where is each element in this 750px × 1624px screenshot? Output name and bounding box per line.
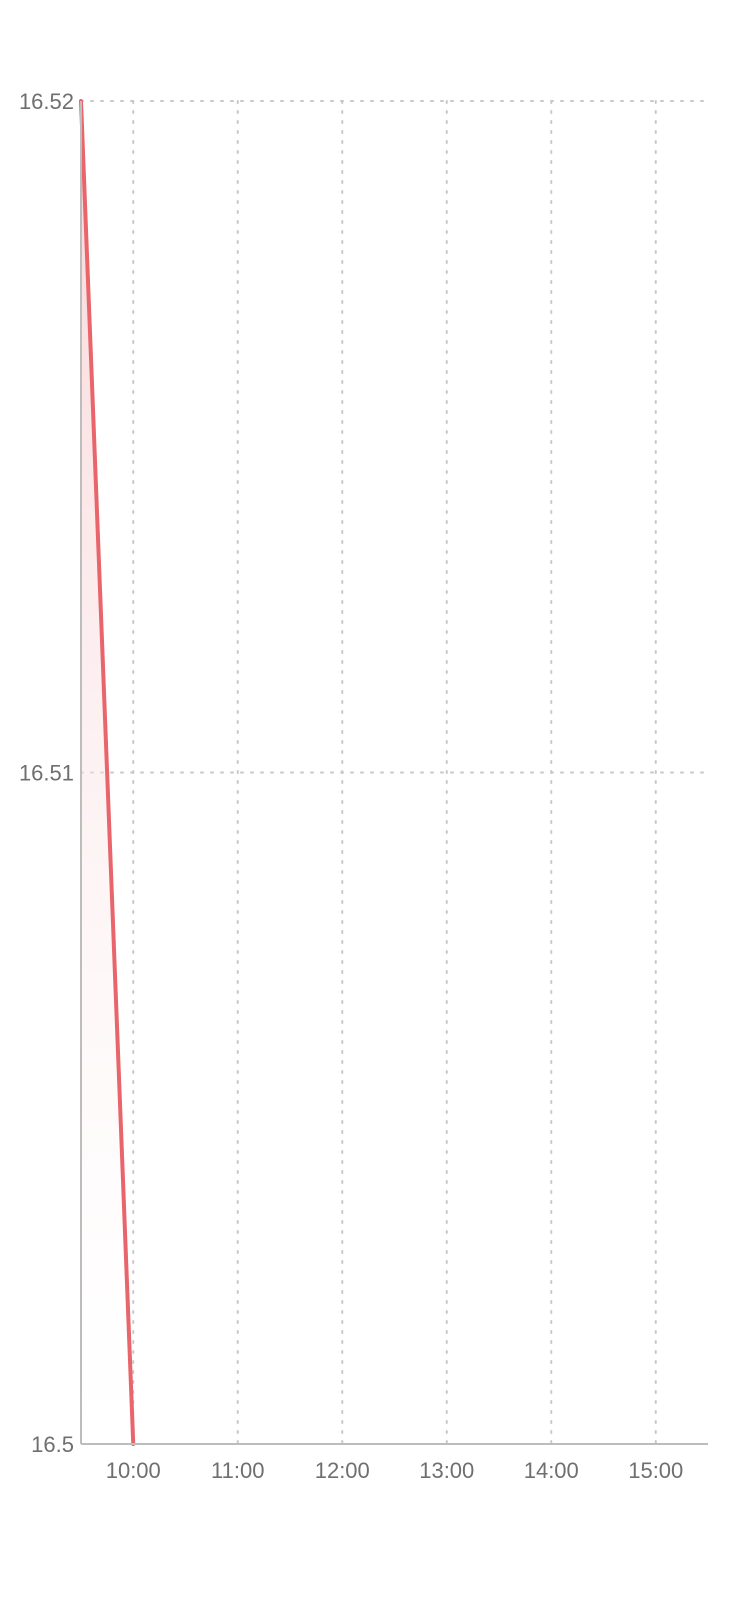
grid-lines [80, 100, 709, 1445]
x-tick-label: 15:00 [628, 1458, 683, 1483]
tick-labels: 16.5 16.51 16.52 10:00 11:00 12:00 13:00 14:00 1… [19, 89, 683, 1483]
axes [80, 101, 708, 1445]
x-tick-label: 10:00 [106, 1458, 161, 1483]
x-tick-label: 11:00 [211, 1458, 264, 1483]
y-tick-label: 16.5 [31, 1432, 74, 1457]
x-tick-label: 13:00 [419, 1458, 474, 1483]
series-area [79, 99, 136, 1446]
y-tick-label: 16.51 [19, 761, 74, 786]
y-tick-label: 16.52 [19, 89, 74, 114]
x-tick-label: 14:00 [524, 1458, 579, 1483]
series-line [79, 99, 136, 1446]
x-tick-label: 12:00 [315, 1458, 370, 1483]
